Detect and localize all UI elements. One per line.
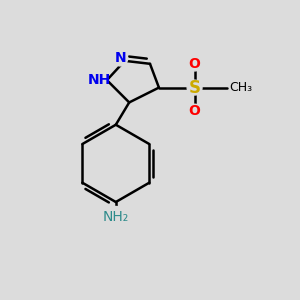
Text: N: N [115, 52, 126, 65]
Text: O: O [189, 57, 200, 71]
Text: NH₂: NH₂ [103, 210, 129, 224]
Circle shape [188, 104, 202, 118]
Text: CH₃: CH₃ [230, 81, 253, 94]
Circle shape [187, 80, 202, 95]
Text: NH: NH [88, 73, 111, 87]
Circle shape [91, 72, 108, 88]
Text: S: S [189, 79, 201, 97]
Circle shape [188, 57, 202, 71]
Circle shape [113, 51, 128, 66]
Circle shape [105, 206, 126, 227]
Text: O: O [189, 104, 200, 118]
